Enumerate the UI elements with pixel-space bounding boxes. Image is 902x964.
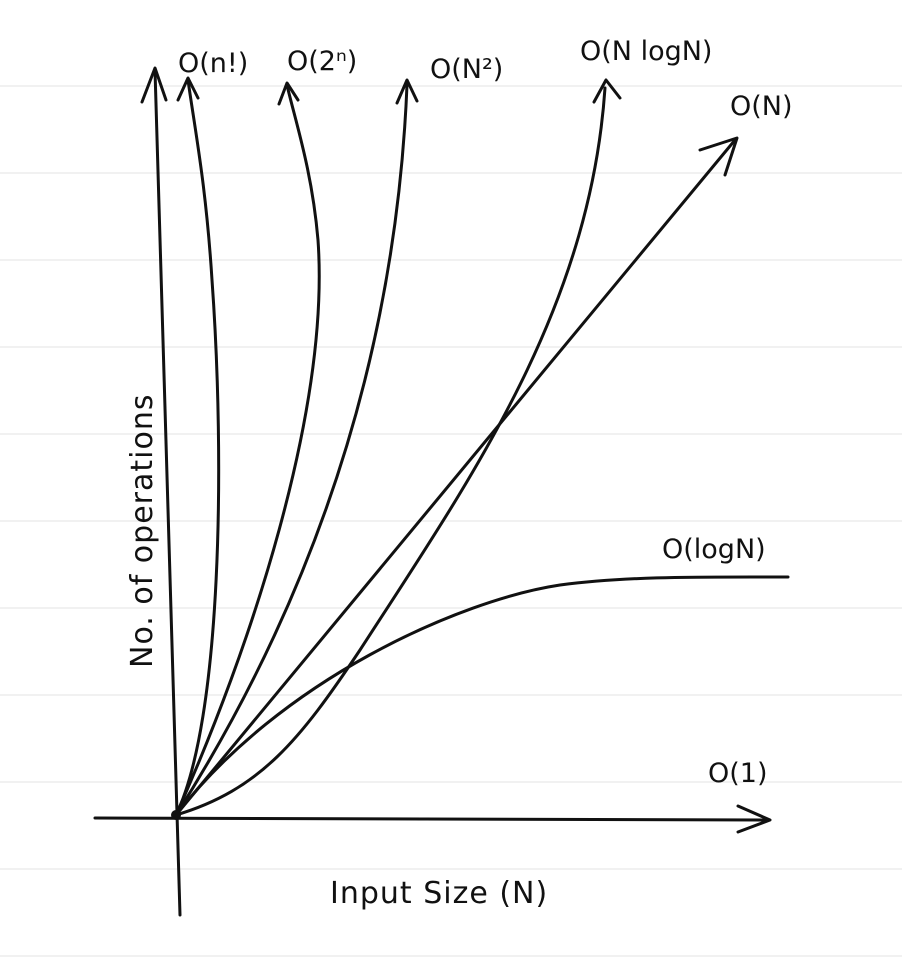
- x-axis-arrowhead: [736, 804, 772, 834]
- series-arrowhead-o-n: [698, 136, 739, 177]
- series-label-o-2n: O(2ⁿ): [287, 46, 357, 77]
- series-label-o-n-factorial: O(n!): [178, 48, 248, 79]
- series-label-o-n-log-n: O(N logN): [580, 36, 712, 67]
- series-label-o-1: O(1): [708, 758, 768, 789]
- x-axis-title: Input Size (N): [330, 876, 548, 911]
- series-label-o-log-n: O(logN): [662, 534, 766, 565]
- series-arrowhead-o-n-factorial: [176, 76, 200, 102]
- series-label-o-n: O(N): [730, 91, 793, 122]
- series-line-o-log-n: [174, 575, 790, 817]
- series-line-o-n: [174, 138, 737, 817]
- x-axis: [93, 816, 770, 822]
- series-line-o-n-log-n: [174, 86, 607, 817]
- series-arrowhead-o-2n: [277, 81, 300, 106]
- y-axis: [153, 68, 182, 917]
- y-axis-title: No. of operations: [125, 394, 160, 668]
- series-line-o-2n: [174, 83, 321, 817]
- series-label-o-n-squared: O(N²): [430, 54, 503, 85]
- y-axis-arrowhead: [140, 66, 168, 104]
- series-arrowhead-o-n-squared: [395, 78, 419, 105]
- series-line-o-n-squared: [174, 83, 409, 817]
- origin-point: [171, 810, 181, 820]
- series-line-o-n-factorial: [174, 78, 221, 817]
- series-arrowhead-o-n-log-n: [592, 78, 622, 104]
